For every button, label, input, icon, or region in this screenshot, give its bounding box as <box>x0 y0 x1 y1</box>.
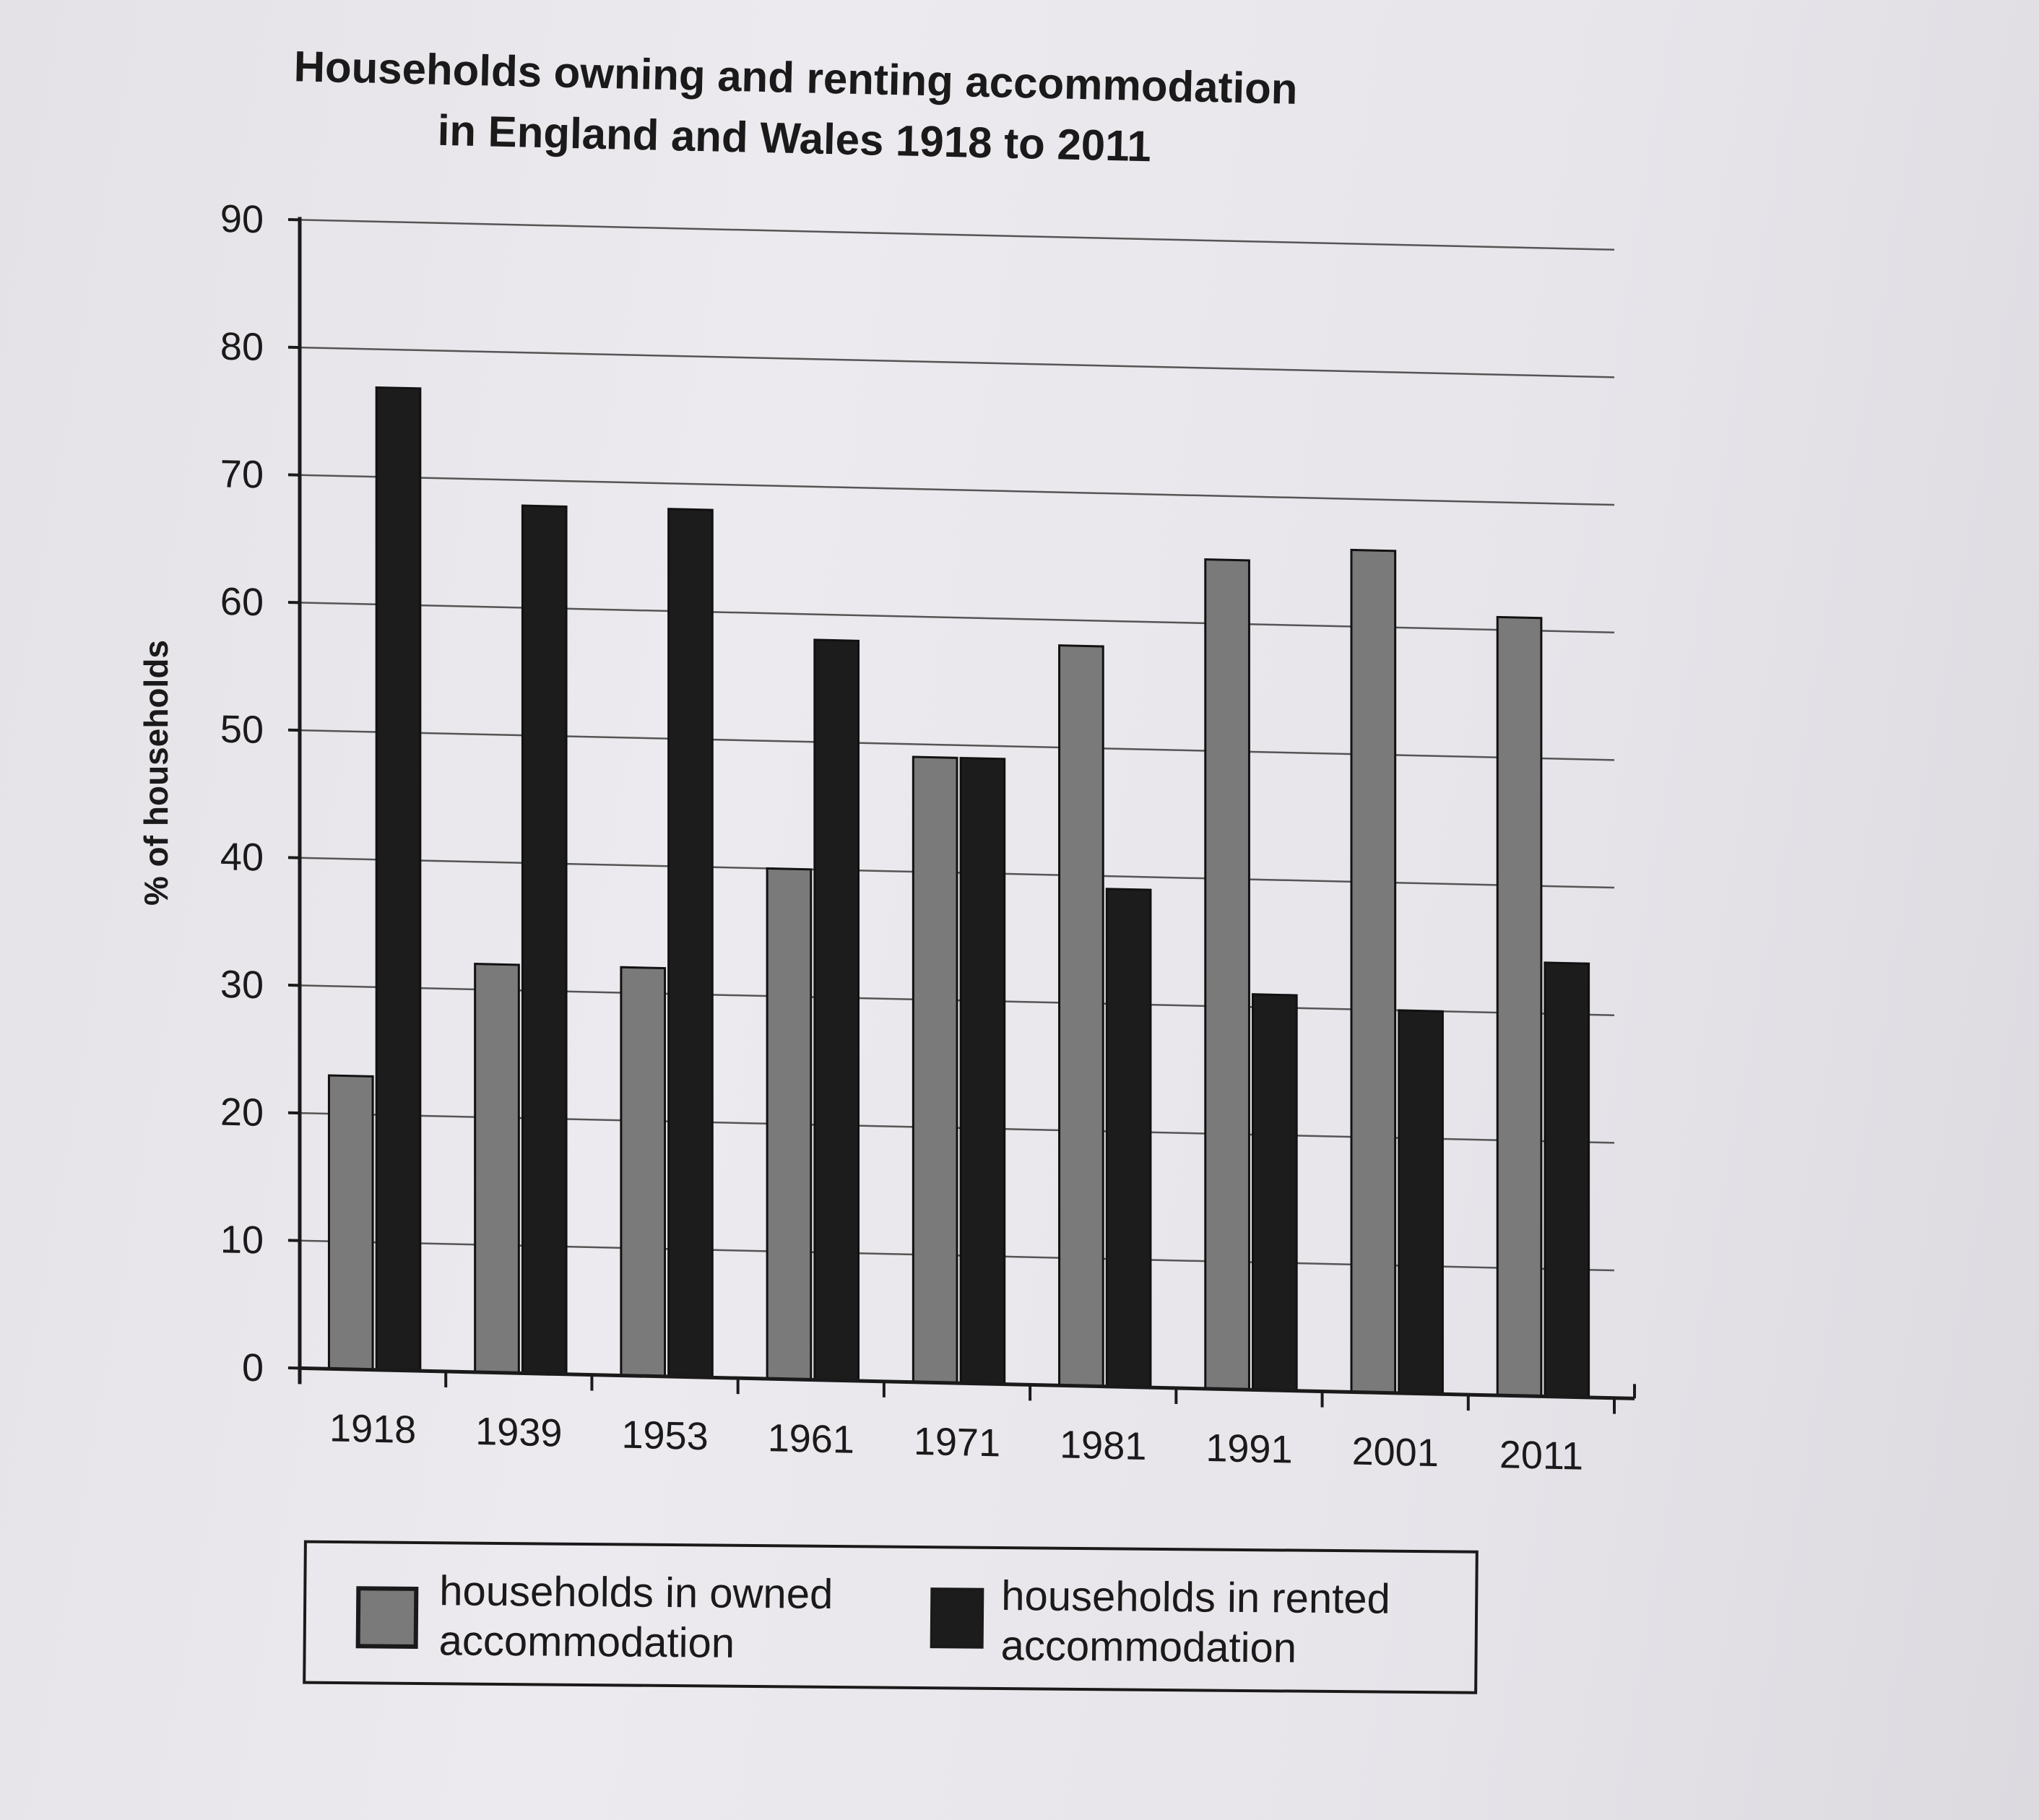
x-axis-line <box>300 1366 1635 1400</box>
bar-rented <box>1252 993 1298 1392</box>
bar-owned <box>1204 558 1250 1391</box>
bar-owned <box>912 755 958 1384</box>
gridline <box>300 219 1614 251</box>
y-tick-label: 70 <box>220 452 264 496</box>
x-tick-label: 1939 <box>475 1410 562 1455</box>
x-tick-label: 1961 <box>768 1416 854 1462</box>
bar-owned <box>1058 644 1104 1388</box>
y-tick-label: 40 <box>220 835 264 879</box>
bar-rented <box>1105 888 1152 1389</box>
gridline <box>300 729 1614 761</box>
y-tick-label: 20 <box>220 1091 264 1135</box>
legend-label-owned-line-1: households in owned <box>439 1567 834 1618</box>
chart-title-line-2: in England and Wales 1918 to 2011 <box>437 106 1151 170</box>
plot-area: 0 10 20 30 40 50 60 70 80 90 1918 1939 1953 1961 1971… <box>220 197 1636 1478</box>
x-tick-label: 1991 <box>1205 1426 1292 1472</box>
legend-box <box>303 1540 1479 1694</box>
bar-rented <box>813 638 860 1382</box>
x-tick-label: 1981 <box>1060 1423 1146 1468</box>
bar-rented <box>1544 961 1590 1399</box>
gridline <box>300 346 1614 378</box>
x-tick-labels: 1918 1939 1953 1961 1971 1981 1991 2001 2011 <box>329 1406 1583 1478</box>
y-tick-label: 80 <box>220 325 264 369</box>
y-axis-label: % of households <box>137 640 175 906</box>
x-tick-label: 2001 <box>1352 1429 1439 1475</box>
y-tick-label: 50 <box>220 708 264 752</box>
bar-rented <box>375 386 422 1372</box>
x-tick-label: 1953 <box>621 1413 708 1459</box>
bar-owned <box>327 1074 374 1372</box>
bar-owned <box>766 867 813 1382</box>
chart-title-line-1: Households owning and renting accommodat… <box>293 42 1298 113</box>
x-tick-label: 1971 <box>914 1420 1000 1465</box>
gridline <box>300 474 1614 506</box>
bar-rented <box>521 504 568 1376</box>
y-tick-label: 10 <box>220 1218 264 1262</box>
axes <box>288 217 1636 1414</box>
y-tick-label: 60 <box>220 580 264 624</box>
x-tick-label: 2011 <box>1499 1433 1583 1478</box>
bars <box>327 386 1590 1399</box>
bar-owned <box>1496 615 1543 1398</box>
y-tick-labels: 0 10 20 30 40 50 60 70 80 90 <box>220 197 264 1390</box>
y-tick-label: 30 <box>220 963 264 1007</box>
bar-owned <box>1350 548 1397 1395</box>
legend-label-rented-line-1: households in rented <box>1001 1572 1390 1623</box>
x-tick-label: 1918 <box>329 1406 416 1452</box>
chart-title: Households owning and renting accommodat… <box>293 42 1298 170</box>
bar-owned <box>620 966 667 1378</box>
bar-rented <box>959 756 1006 1386</box>
bar-rented <box>1398 1009 1444 1395</box>
bar-rented <box>667 508 714 1379</box>
legend-swatch-owned <box>355 1586 419 1649</box>
bar-owned <box>474 963 520 1374</box>
y-tick-label: 90 <box>220 197 264 241</box>
legend-swatch-rented <box>930 1587 984 1649</box>
gridline <box>300 602 1614 633</box>
y-tick-label: 0 <box>242 1346 264 1390</box>
legend: households in owned accommodation househ… <box>303 1540 1479 1694</box>
legend-label-owned-line-2: accommodation <box>438 1617 735 1667</box>
legend-label-rented-line-2: accommodation <box>1000 1622 1296 1672</box>
